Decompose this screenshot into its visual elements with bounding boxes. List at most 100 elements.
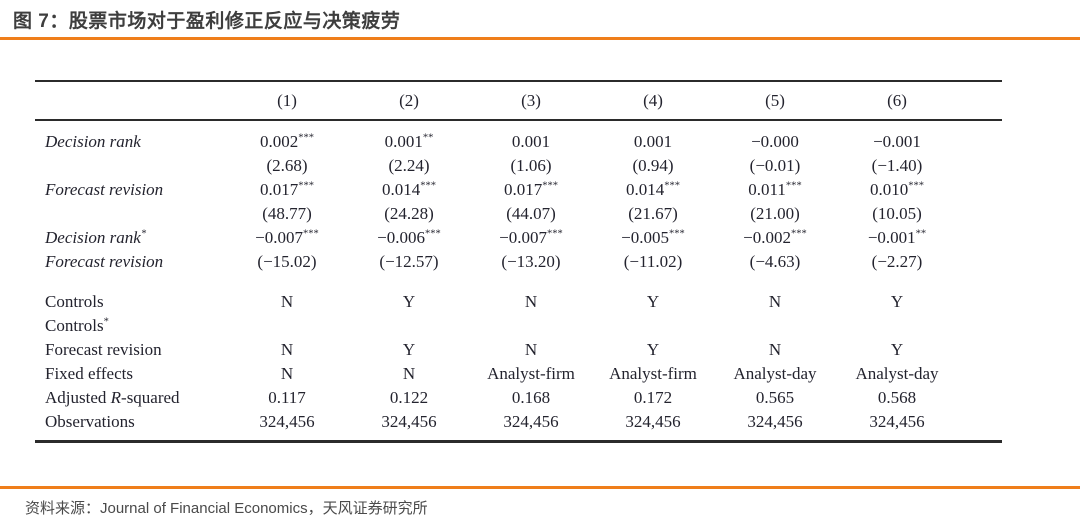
table-cell: −0.000 <box>751 132 799 151</box>
table-cell: (−15.02) <box>257 252 317 271</box>
table-cell: (10.05) <box>872 204 922 223</box>
table-cell: 0.172 <box>633 388 673 407</box>
table-row: (48.77) (24.28) (44.07) (21.67) (21.00) (10.0… <box>35 202 1002 226</box>
table-cell: 0.014*** <box>625 180 681 199</box>
table-cell: N <box>524 340 538 359</box>
table-cell: −0.006*** <box>377 228 441 247</box>
table-cell: (1.06) <box>510 156 552 175</box>
table-cell: 0.001** <box>384 132 434 151</box>
table-cell: (−2.27) <box>871 252 923 271</box>
table-cell: 0.017*** <box>259 180 315 199</box>
table-row: Fixed effects N N Analyst-firm Analyst-firm A… <box>35 362 1002 386</box>
table-cell: N <box>768 292 782 311</box>
table-row: Decision rank* −0.007*** −0.006*** −0.007**… <box>35 226 1002 250</box>
column-header: (4) <box>643 90 663 110</box>
column-header: (5) <box>765 90 785 110</box>
table-cell: Analyst-day <box>733 364 817 383</box>
table-cell: 0.568 <box>877 388 917 407</box>
table-cell: 324,456 <box>625 412 681 431</box>
row-label: Controls* <box>45 316 109 335</box>
table-row: Decision rank 0.002*** 0.001** 0.001 0.001 −0… <box>35 130 1002 154</box>
table-cell: (−1.40) <box>871 156 923 175</box>
table-cell: 0.168 <box>511 388 551 407</box>
table-row: Forecast revision (−15.02) (−12.57) (−13.20… <box>35 250 1002 274</box>
row-label: Adjusted R-squared <box>45 388 180 407</box>
table-cell: Analyst-firm <box>487 364 575 383</box>
table-cell: 0.117 <box>268 388 306 407</box>
table-bottom-rule <box>35 440 1002 443</box>
table-cell: (−11.02) <box>623 252 683 271</box>
table-cell: (−13.20) <box>501 252 561 271</box>
table-cell: Analyst-firm <box>609 364 697 383</box>
table-cell: (21.00) <box>750 204 800 223</box>
row-label: Decision rank <box>45 132 141 151</box>
table-cell: (48.77) <box>262 204 312 223</box>
table-cell: 0.565 <box>755 388 795 407</box>
table-cell: 0.014*** <box>381 180 437 199</box>
table-cell: (44.07) <box>506 204 556 223</box>
table-cell: −0.001 <box>873 132 921 151</box>
table-cell: 324,456 <box>503 412 559 431</box>
table-row: Observations 324,456 324,456 324,456 324,456… <box>35 410 1002 434</box>
table-cell: Analyst-day <box>855 364 939 383</box>
column-header-row: (1) (2) (3) (4) (5) (6) <box>35 82 1002 119</box>
row-label: Forecast revision <box>45 180 164 199</box>
table-cell: (2.24) <box>388 156 430 175</box>
table-cell: N <box>768 340 782 359</box>
source-note: 资料来源：Journal of Financial Economics，天风证券… <box>25 500 428 517</box>
column-header: (3) <box>521 90 541 110</box>
table-cell: 0.010*** <box>869 180 925 199</box>
footer-divider <box>0 486 1080 489</box>
table-cell: 324,456 <box>381 412 437 431</box>
figure-title: 图 7：股票市场对于盈利修正反应与决策疲劳 <box>13 11 401 32</box>
table-cell: N <box>280 340 294 359</box>
table-header-rule <box>35 119 1002 121</box>
table-cell: 0.122 <box>389 388 429 407</box>
row-label: Controls <box>45 292 104 311</box>
row-label: Decision rank* <box>45 228 147 247</box>
table-cell: 0.002*** <box>259 132 315 151</box>
table-cell: −0.007*** <box>499 228 563 247</box>
table-cell: −0.005*** <box>621 228 685 247</box>
table-cell: Y <box>646 340 660 359</box>
regression-table: (1) (2) (3) (4) (5) (6) Decision rank 0.002***… <box>35 80 1002 443</box>
table-cell: 0.011*** <box>748 180 802 199</box>
table-cell: (24.28) <box>384 204 434 223</box>
table-row: Adjusted R-squared 0.117 0.122 0.168 0.172 0.… <box>35 386 1002 410</box>
table-cell: (−0.01) <box>749 156 801 175</box>
table-cell: 324,456 <box>747 412 803 431</box>
column-header: (1) <box>277 90 297 110</box>
table-cell: −0.007*** <box>255 228 319 247</box>
table-cell: 0.017*** <box>503 180 559 199</box>
row-label: Observations <box>45 412 135 431</box>
table-row: Forecast revision N Y N Y N Y <box>35 338 1002 362</box>
row-label: Forecast revision <box>45 252 164 271</box>
column-header: (2) <box>399 90 419 110</box>
table-row: Controls* <box>35 314 1002 338</box>
column-header: (6) <box>887 90 907 110</box>
table-cell: Y <box>890 292 904 311</box>
table-cell: (0.94) <box>632 156 674 175</box>
table-row: (2.68) (2.24) (1.06) (0.94) (−0.01) (−1.40) <box>35 154 1002 178</box>
table-cell: Y <box>402 340 416 359</box>
table-cell: (−12.57) <box>379 252 439 271</box>
table-body: Decision rank 0.002*** 0.001** 0.001 0.001 −0… <box>35 121 1002 440</box>
row-label: Fixed effects <box>45 364 133 383</box>
table-cell: N <box>402 364 416 383</box>
table-cell: 324,456 <box>869 412 925 431</box>
table-cell: (−4.63) <box>749 252 801 271</box>
table-row: Forecast revision 0.017*** 0.014*** 0.017**… <box>35 178 1002 202</box>
table-cell: Y <box>402 292 416 311</box>
table-cell: N <box>280 292 294 311</box>
table-cell: 324,456 <box>259 412 315 431</box>
table-cell: (2.68) <box>266 156 308 175</box>
table-cell: −0.001** <box>867 228 927 247</box>
table-cell: N <box>524 292 538 311</box>
table-cell: (21.67) <box>628 204 678 223</box>
table-top-rule <box>35 80 1002 82</box>
table-cell: 0.001 <box>511 132 551 151</box>
table-cell: 0.001 <box>633 132 673 151</box>
table-cell: Y <box>646 292 660 311</box>
table-cell: −0.002*** <box>743 228 807 247</box>
row-label: Forecast revision <box>45 340 162 359</box>
